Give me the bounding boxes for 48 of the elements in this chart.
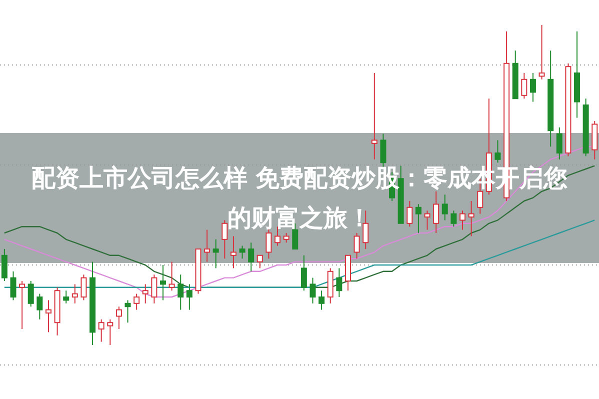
candlestick [459,210,466,230]
candlestick [450,210,457,228]
candlestick [151,274,158,304]
candlestick [204,229,210,262]
candlestick [36,293,43,320]
candlestick [98,318,104,342]
candlestick [362,210,369,250]
candlestick [63,290,70,304]
candlestick [19,280,26,330]
candlestick [521,72,528,100]
candlestick [336,268,342,298]
candlestick [134,293,140,310]
candlestick [442,194,448,221]
candlestick [142,284,148,304]
candlestick [124,300,131,324]
candlestick [494,140,501,164]
candlestick [424,210,430,230]
candlestick [406,200,413,228]
candlestick [433,190,440,234]
candlestick [318,290,325,310]
candlestick [239,245,246,260]
candlestick [468,200,474,237]
candlestick [28,280,34,308]
candlestick [160,264,166,301]
candlestick [300,254,307,292]
candlestick [168,261,175,292]
candlestick [538,25,545,80]
candlestick [178,274,184,310]
candlestick [530,72,536,102]
candlestick [116,306,122,330]
candlestick [256,254,263,269]
candlestick [45,300,52,333]
candlestick [222,220,228,260]
candlestick [371,72,378,160]
candlestick [1,248,8,282]
candlestick [230,236,236,269]
candlestick [415,204,422,234]
candlestick [186,284,192,310]
candlestick [354,232,360,260]
candlestick [107,318,114,345]
candlestick [283,232,290,244]
candlestick [80,274,87,301]
candlestick [212,238,219,269]
candlestick [556,126,562,160]
candlestick [248,242,254,272]
candlestick [310,277,316,304]
candlestick [10,270,16,301]
candlestick [72,284,78,304]
